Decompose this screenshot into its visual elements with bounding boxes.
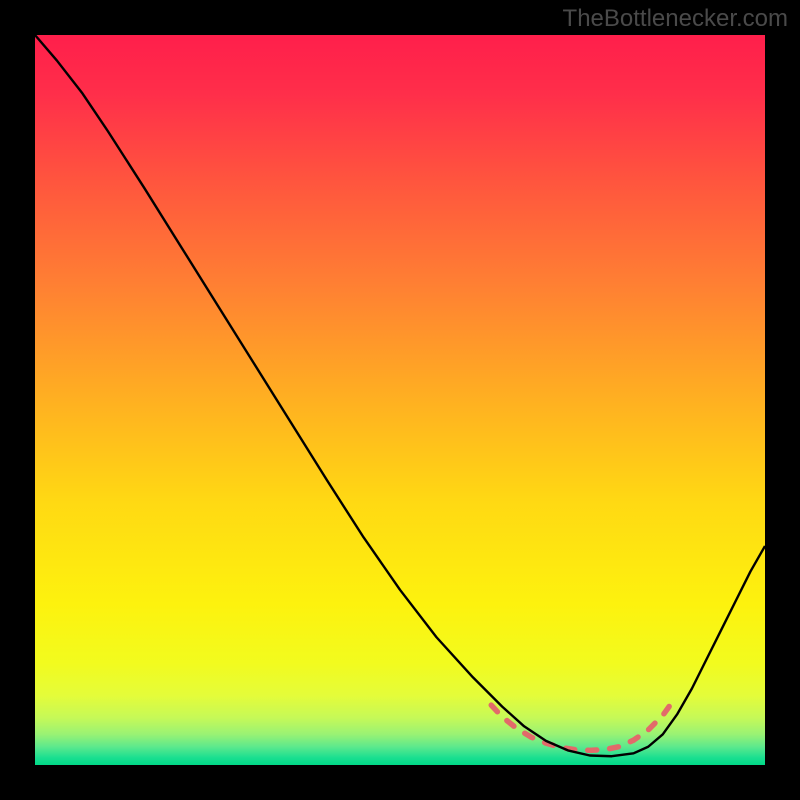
bottleneck-curve-chart: TheBottlenecker.com xyxy=(0,0,800,800)
chart-plot-area xyxy=(35,35,765,765)
watermark-text: TheBottlenecker.com xyxy=(563,5,788,32)
chart-container: TheBottlenecker.com xyxy=(0,0,800,800)
